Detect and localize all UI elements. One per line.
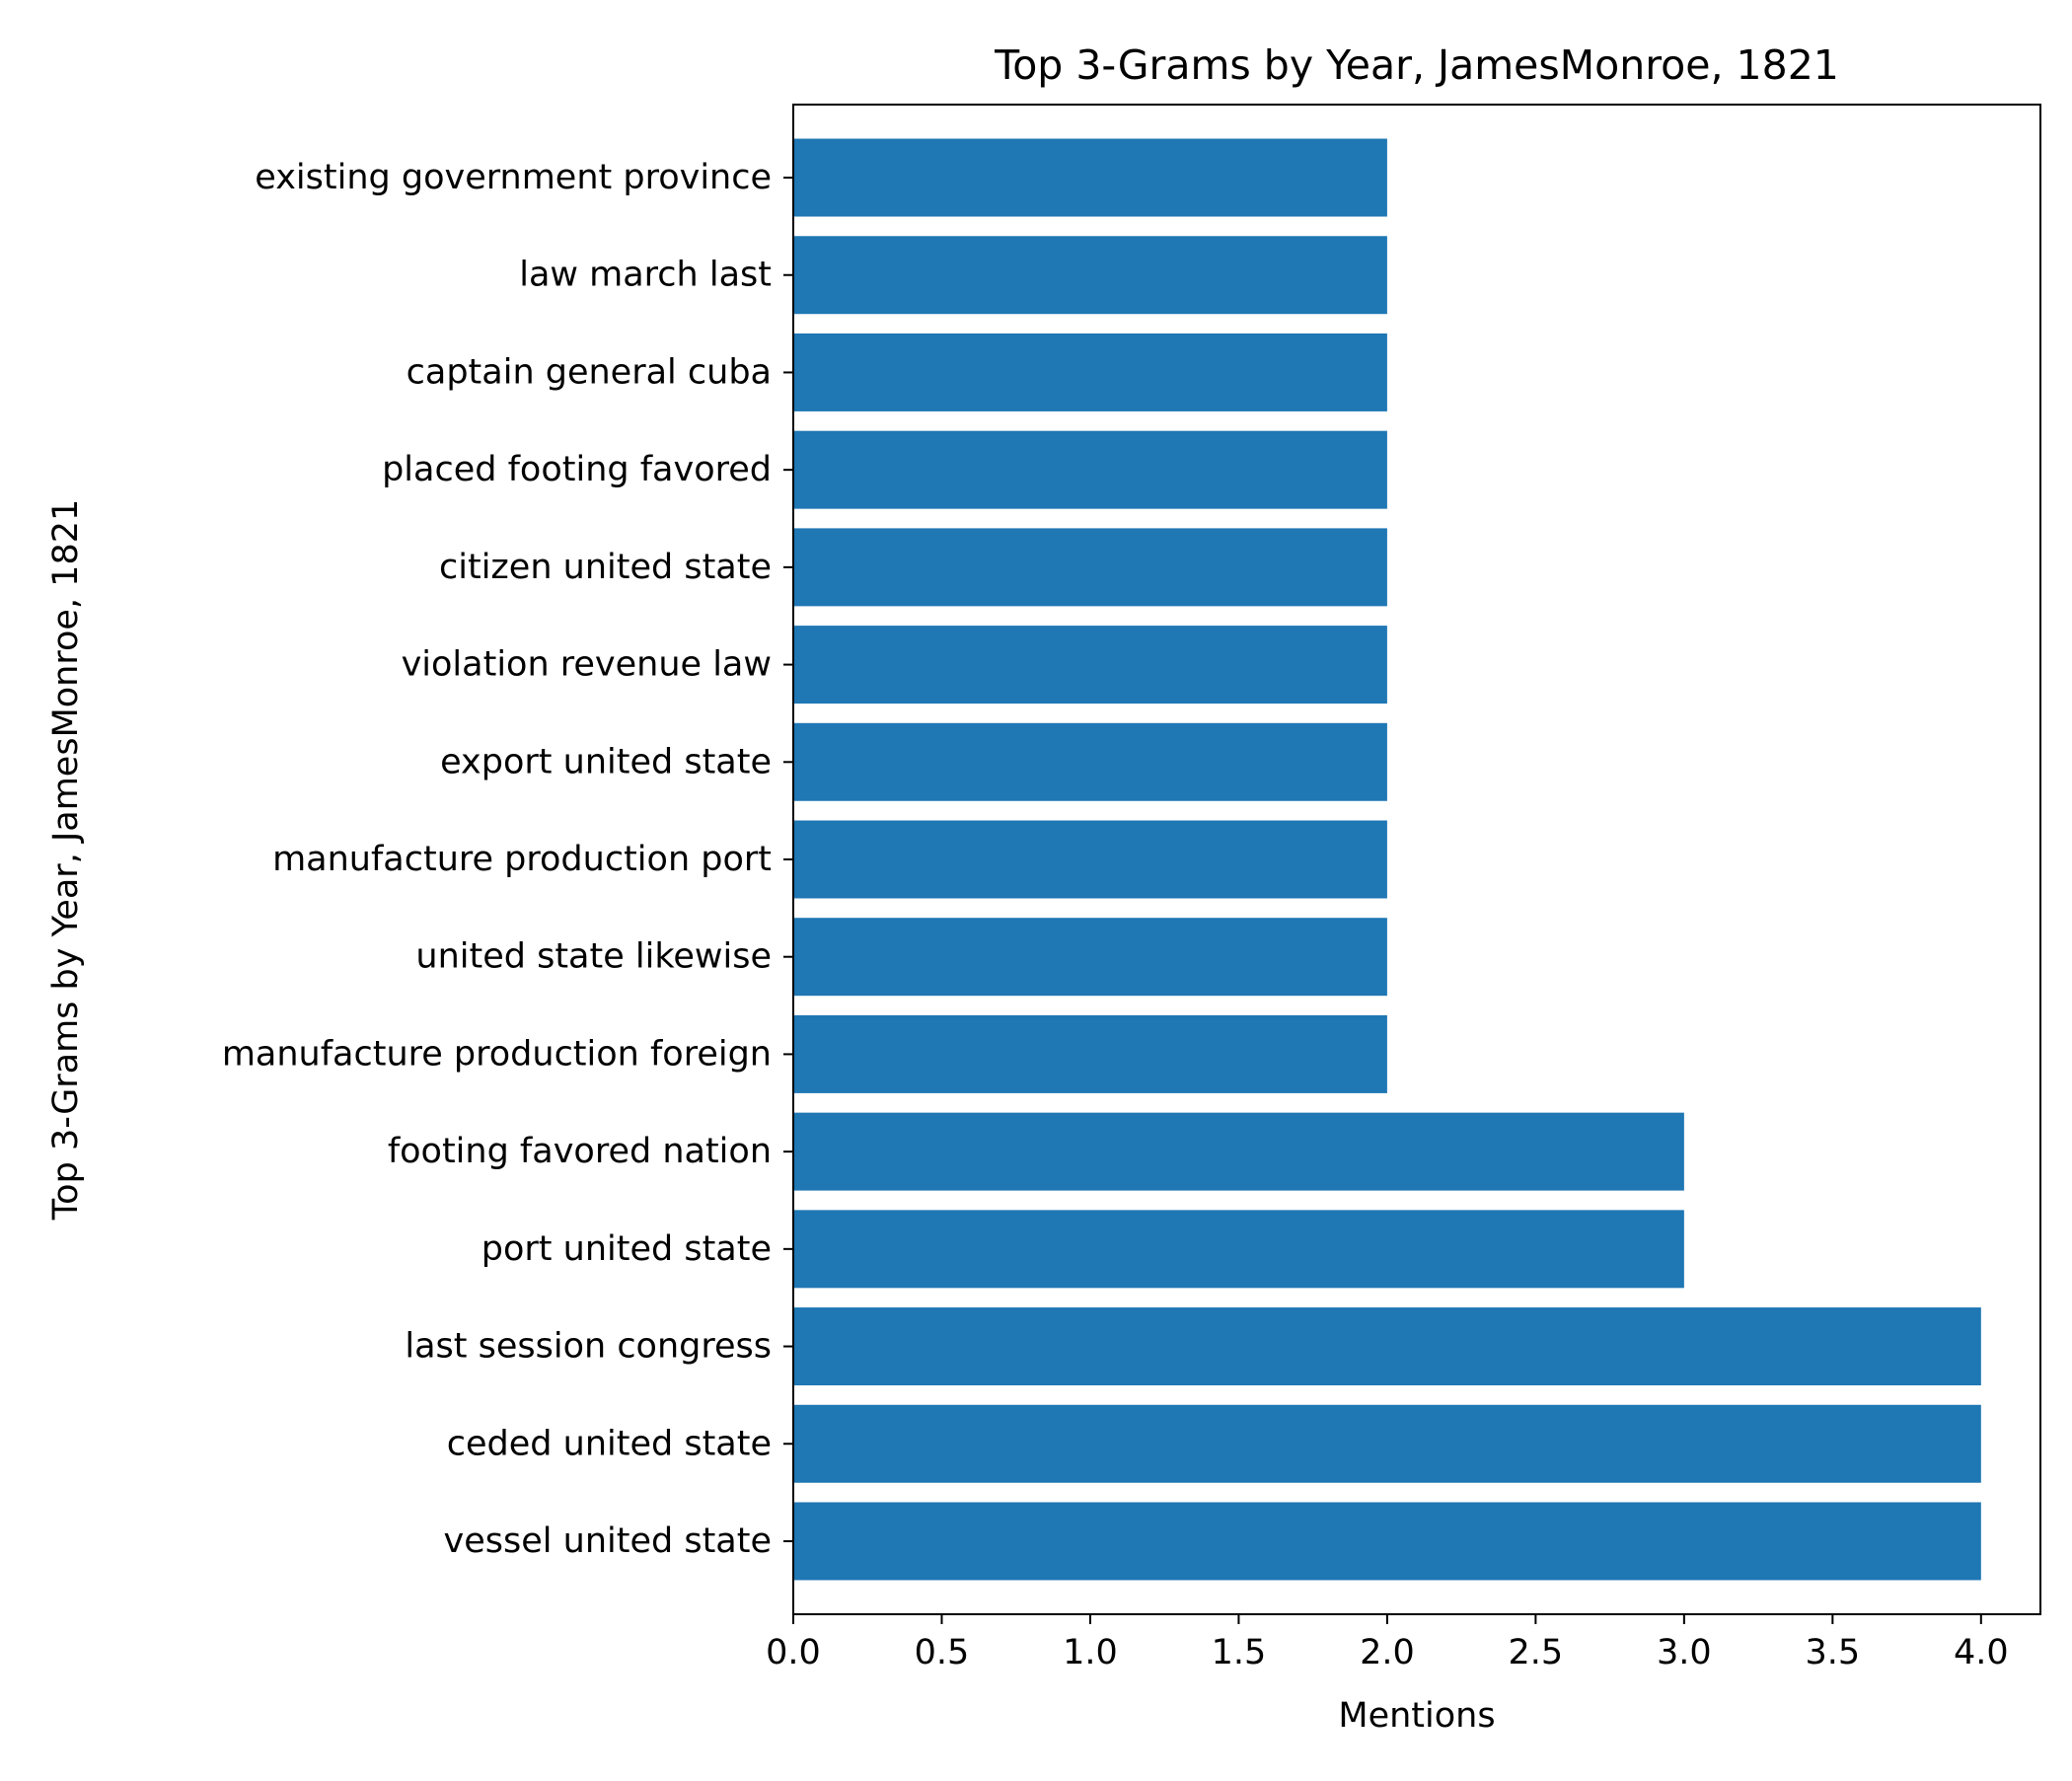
y-tick-label: last session congress [405, 1327, 772, 1367]
x-tick-label: 3.0 [1657, 1633, 1712, 1672]
y-tick-label: vessel united state [444, 1521, 772, 1561]
bar-1 [793, 1404, 1981, 1483]
bar-13 [793, 236, 1387, 315]
x-tick-label: 2.5 [1509, 1633, 1564, 1672]
x-tick-label: 0.5 [915, 1633, 970, 1672]
y-tick-label: placed footing favored [382, 450, 772, 489]
y-tick-label: united state likewise [415, 937, 772, 977]
bar-7 [793, 820, 1387, 899]
y-ticks-layer: vessel united state ceded united state las… [222, 158, 793, 1561]
chart-title: Top 3-Grams by Year, JamesMonroe, 1821 [994, 41, 1839, 89]
y-tick-label: manufacture production port [272, 840, 772, 879]
bar-8 [793, 722, 1387, 801]
y-tick-label: export united state [440, 742, 772, 781]
x-ticks-layer: 0.0 0.5 1.0 1.5 2.0 2.5 3.0 3.5 4.0 [766, 1614, 2009, 1672]
bar-4 [793, 1112, 1684, 1191]
bar-14 [793, 138, 1387, 217]
bar-2 [793, 1307, 1981, 1386]
plot-frame [792, 104, 2041, 1615]
y-tick-label: citizen united state [439, 548, 772, 587]
y-tick-label: violation revenue law [402, 645, 772, 685]
bars-layer [793, 138, 1981, 1581]
y-tick-label: footing favored nation [388, 1132, 772, 1171]
bar-9 [793, 626, 1387, 705]
x-tick-label: 1.5 [1212, 1633, 1267, 1672]
y-tick-label: port united state [481, 1229, 772, 1269]
bar-3 [793, 1210, 1684, 1289]
x-tick-label: 1.0 [1063, 1633, 1118, 1672]
y-tick-label: law march last [519, 256, 772, 295]
x-axis-label: Mentions [1338, 1696, 1495, 1736]
y-tick-label: captain general cuba [407, 352, 772, 392]
x-tick-label: 3.5 [1805, 1633, 1860, 1672]
bar-11 [793, 430, 1387, 509]
x-tick-label: 0.0 [766, 1633, 821, 1672]
y-axis-label: Top 3-Grams by Year, JamesMonroe, 1821 [46, 499, 86, 1222]
bar-10 [793, 528, 1387, 607]
x-tick-label: 2.0 [1360, 1633, 1415, 1672]
bar-12 [793, 333, 1387, 411]
bar-0 [793, 1502, 1981, 1581]
bar-6 [793, 918, 1387, 997]
bar-5 [793, 1014, 1387, 1093]
y-tick-label: existing government province [255, 158, 772, 197]
y-tick-label: manufacture production foreign [222, 1034, 772, 1074]
x-tick-label: 4.0 [1954, 1633, 2009, 1672]
y-tick-label: ceded united state [447, 1424, 772, 1463]
